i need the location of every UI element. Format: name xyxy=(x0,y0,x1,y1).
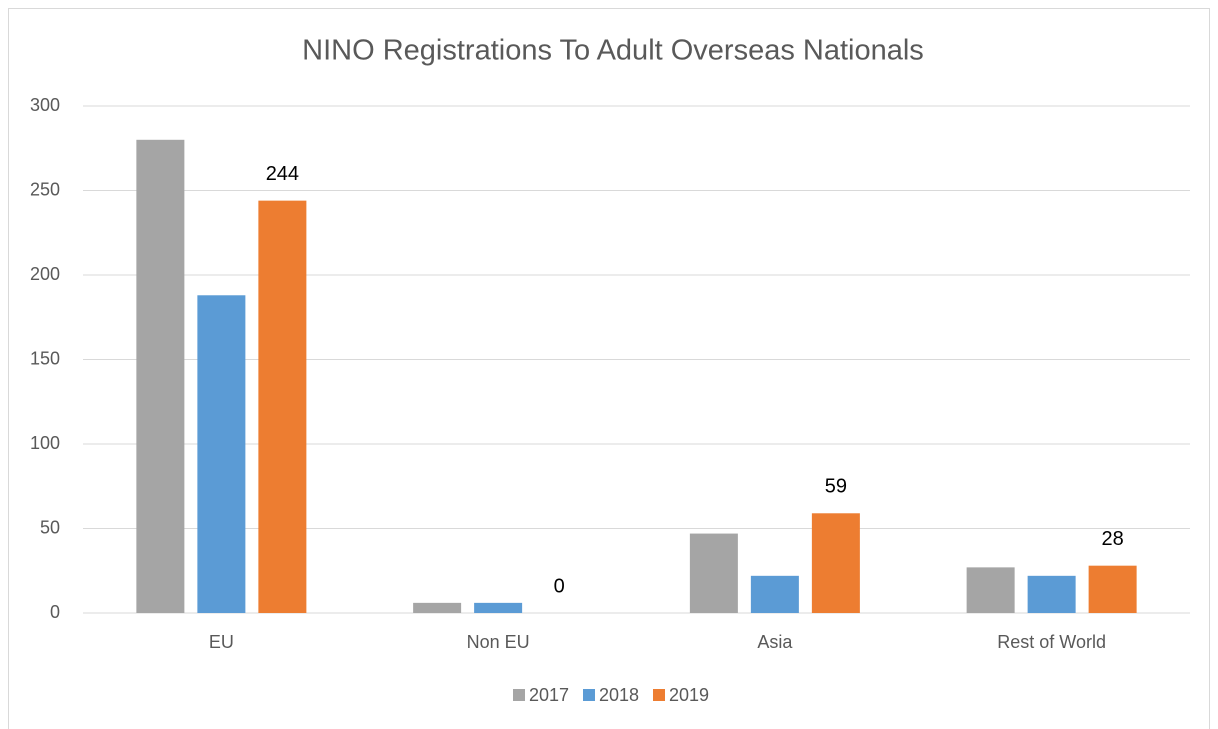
legend-swatch xyxy=(583,689,595,701)
bar xyxy=(474,602,523,613)
legend-swatch xyxy=(513,689,525,701)
data-label: 28 xyxy=(1102,528,1124,550)
bar xyxy=(750,575,799,613)
x-tick-label: Non EU xyxy=(467,632,530,652)
y-tick-label: 150 xyxy=(30,348,60,368)
y-tick-label: 0 xyxy=(50,602,60,622)
x-tick-label: Asia xyxy=(757,632,793,652)
legend-swatch xyxy=(653,689,665,701)
bar xyxy=(197,295,246,613)
data-label: 244 xyxy=(266,163,299,185)
bar xyxy=(811,513,860,613)
legend-label: 2017 xyxy=(529,685,569,705)
data-label: 0 xyxy=(554,575,565,597)
y-tick-label: 50 xyxy=(40,517,60,537)
y-tick-label: 200 xyxy=(30,264,60,284)
bar xyxy=(413,602,462,613)
x-tick-label: Rest of World xyxy=(997,632,1106,652)
chart-title: NINO Registrations To Adult Overseas Nat… xyxy=(302,35,924,67)
data-label: 59 xyxy=(825,476,847,498)
y-tick-label: 300 xyxy=(30,95,60,115)
legend-label: 2018 xyxy=(599,685,639,705)
y-tick-label: 250 xyxy=(30,179,60,199)
bar xyxy=(136,139,185,614)
bar xyxy=(966,567,1015,613)
x-tick-label: EU xyxy=(209,632,234,652)
bar xyxy=(1027,575,1076,613)
chart-frame xyxy=(8,8,1210,729)
legend-label: 2019 xyxy=(669,685,709,705)
bar xyxy=(1088,565,1137,613)
bar xyxy=(258,200,307,613)
bar xyxy=(689,533,738,613)
y-tick-label: 100 xyxy=(30,433,60,453)
